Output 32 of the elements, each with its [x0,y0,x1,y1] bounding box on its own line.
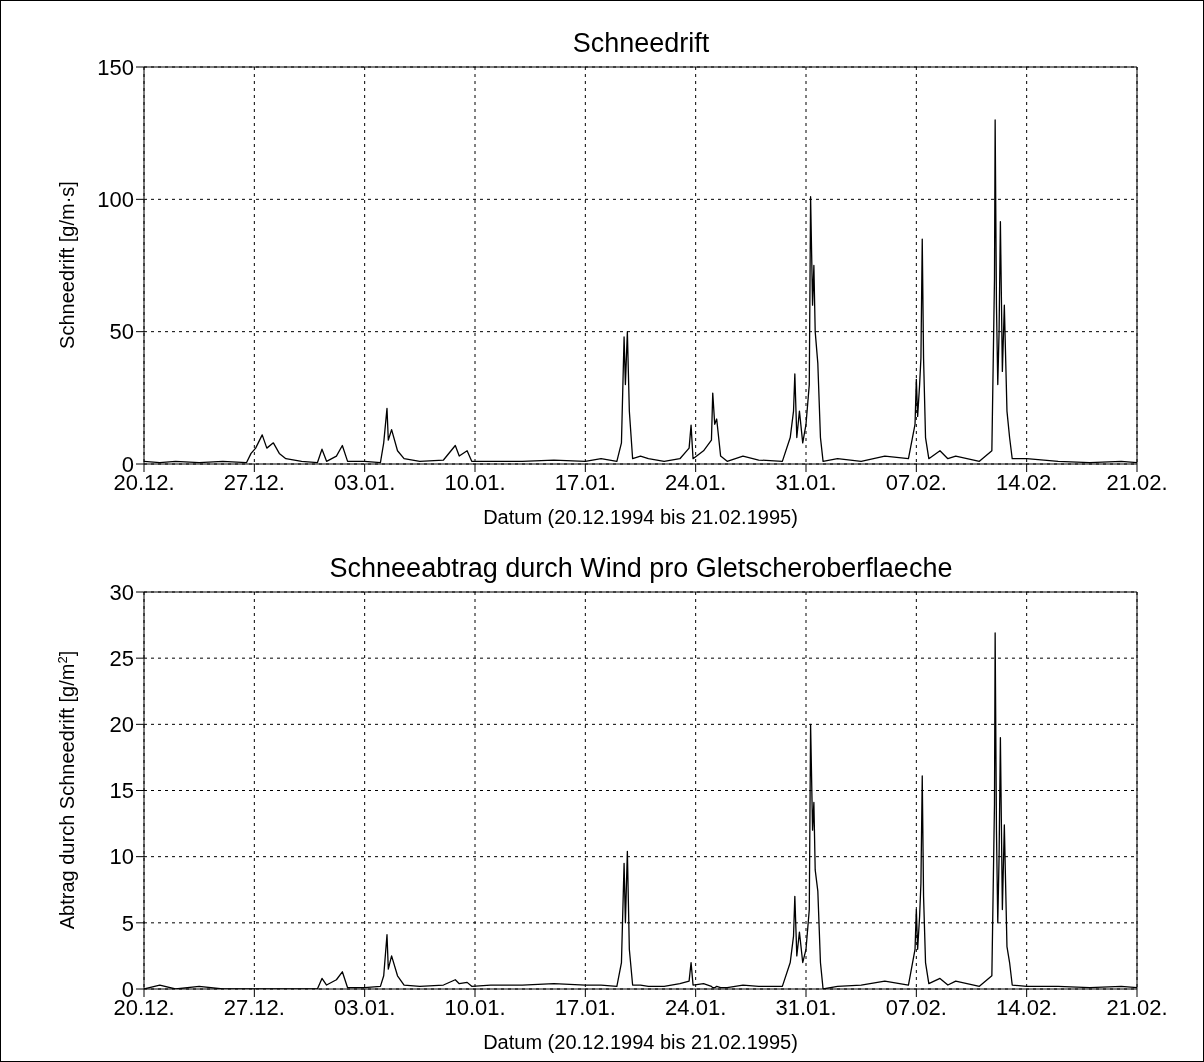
x-tick-label: 27.12. [223,994,285,1020]
y-tick-label: 50 [109,319,134,345]
y-tick-label: 150 [97,54,134,80]
y-tick-label: 100 [97,187,134,213]
x-tick-label: 14.02. [996,469,1058,495]
x-tick-label: 31.01. [775,994,837,1020]
x-tick-label: 07.02. [885,994,947,1020]
chart-title: Schneeabtrag durch Wind pro Gletscheroberflaeche [328,553,954,584]
x-tick-label: 10.01. [444,469,506,495]
y-tick-label: 30 [109,579,134,605]
y-tick-label: 5 [121,910,134,936]
x-tick-label: 03.01. [334,469,396,495]
x-tick-label: 24.01. [665,994,727,1020]
x-tick-label: 17.01. [554,469,616,495]
x-axis-title: Datum (20.12.1994 bis 21.02.1995) [483,506,798,528]
x-tick-label: 21.02. [1106,469,1168,495]
y-tick-label: 15 [109,778,134,804]
chart-title: Schneedrift [571,28,711,59]
x-tick-label: 24.01. [665,469,727,495]
x-tick-label: 03.01. [334,994,396,1020]
y-tick-label: 25 [109,645,134,671]
y-tick-label: 10 [109,844,134,870]
x-axis-title: Datum (20.12.1994 bis 21.02.1995) [483,1031,798,1053]
x-tick-label: 21.02. [1106,994,1168,1020]
x-tick-label: 10.01. [444,994,506,1020]
x-tick-label: 14.02. [996,994,1058,1020]
y-axis-title: Schneedrift [g/m·s] [56,181,78,349]
y-tick-label: 20 [109,712,134,738]
x-tick-label: 07.02. [885,469,947,495]
x-tick-label: 27.12. [223,469,285,495]
x-tick-label: 17.01. [554,994,616,1020]
x-tick-label: 31.01. [775,469,837,495]
